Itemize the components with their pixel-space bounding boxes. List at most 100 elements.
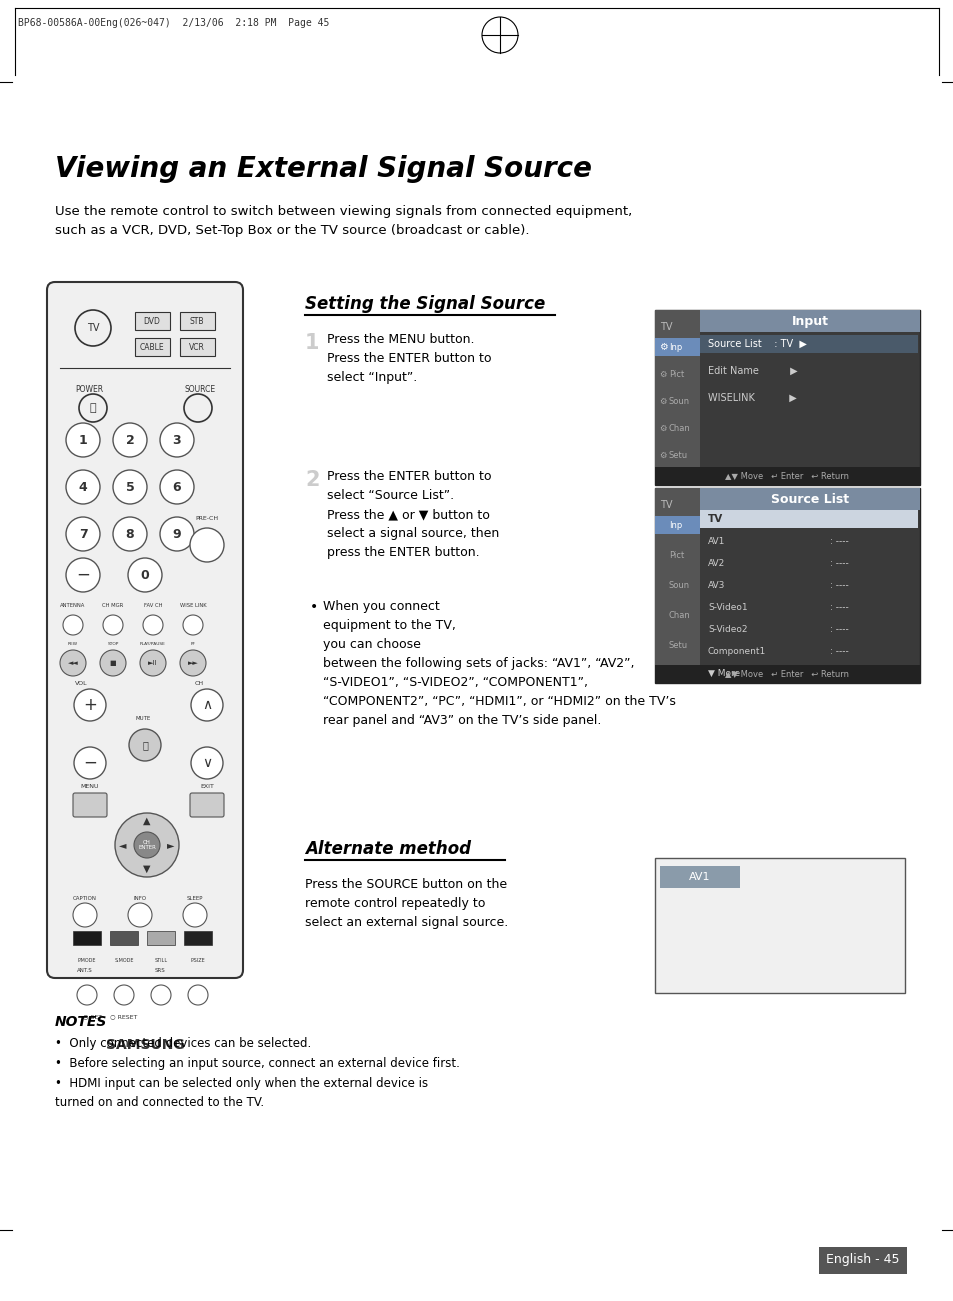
Text: P.SIZE: P.SIZE xyxy=(191,958,205,963)
Text: AV1: AV1 xyxy=(688,872,710,882)
Text: WISELINK           ▶: WISELINK ▶ xyxy=(707,393,796,403)
Text: ⚙: ⚙ xyxy=(659,369,666,379)
Text: ■: ■ xyxy=(110,660,116,666)
Text: ⚙: ⚙ xyxy=(659,397,666,406)
Circle shape xyxy=(60,650,86,677)
Bar xyxy=(73,932,101,945)
Text: ∨: ∨ xyxy=(202,756,212,770)
Text: VCR: VCR xyxy=(189,342,205,351)
Text: English - 45: English - 45 xyxy=(825,1253,899,1266)
Circle shape xyxy=(66,470,100,503)
Circle shape xyxy=(128,558,162,592)
Text: ⚙: ⚙ xyxy=(659,342,667,353)
Circle shape xyxy=(140,650,166,677)
FancyBboxPatch shape xyxy=(190,794,224,817)
Text: •  Only connected devices can be selected.: • Only connected devices can be selected… xyxy=(55,1037,311,1050)
Text: Viewing an External Signal Source: Viewing an External Signal Source xyxy=(55,155,592,183)
Text: ANT.S: ANT.S xyxy=(77,968,92,973)
Text: AV3: AV3 xyxy=(707,580,724,589)
Circle shape xyxy=(113,985,133,1004)
Circle shape xyxy=(66,516,100,552)
Bar xyxy=(700,310,919,332)
Text: CABLE: CABLE xyxy=(139,342,164,351)
Bar xyxy=(659,866,740,889)
Text: 🔇: 🔇 xyxy=(142,740,148,749)
Bar xyxy=(135,312,170,330)
Text: CH MGR: CH MGR xyxy=(102,602,124,608)
Circle shape xyxy=(160,516,193,552)
Text: ▲: ▲ xyxy=(143,816,151,826)
Text: Chan: Chan xyxy=(668,424,690,432)
Circle shape xyxy=(63,615,83,635)
Circle shape xyxy=(180,650,206,677)
Text: ►►: ►► xyxy=(188,660,198,666)
Text: −: − xyxy=(76,566,90,584)
Text: ⏻: ⏻ xyxy=(90,403,96,412)
Text: S-Video2: S-Video2 xyxy=(707,624,747,634)
Circle shape xyxy=(73,903,97,928)
Text: 5: 5 xyxy=(126,480,134,493)
Text: Setu: Setu xyxy=(668,450,687,459)
Circle shape xyxy=(66,558,100,592)
Text: ○ SET    ○ RESET: ○ SET ○ RESET xyxy=(83,1013,137,1019)
Text: ⚙: ⚙ xyxy=(659,424,666,432)
Circle shape xyxy=(112,423,147,457)
Text: ∧: ∧ xyxy=(202,699,212,712)
Text: •  HDMI input can be selected only when the external device is
turned on and con: • HDMI input can be selected only when t… xyxy=(55,1077,428,1108)
Text: BP68-00586A-00Eng(026~047)  2/13/06  2:18 PM  Page 45: BP68-00586A-00Eng(026~047) 2/13/06 2:18 … xyxy=(18,18,329,29)
Text: STB: STB xyxy=(190,316,204,325)
Text: +: + xyxy=(83,696,97,714)
Bar xyxy=(700,488,919,510)
Text: PLAY/PAUSE: PLAY/PAUSE xyxy=(140,641,166,647)
Circle shape xyxy=(160,423,193,457)
Text: 8: 8 xyxy=(126,527,134,540)
Text: ►II: ►II xyxy=(148,660,157,666)
Bar xyxy=(180,338,214,356)
Circle shape xyxy=(100,650,126,677)
Text: SRS: SRS xyxy=(154,968,165,973)
Text: Source List: Source List xyxy=(770,493,848,506)
Text: Source List    : TV  ▶: Source List : TV ▶ xyxy=(707,340,806,349)
Text: 7: 7 xyxy=(78,527,88,540)
Circle shape xyxy=(115,813,179,877)
Bar xyxy=(655,310,700,485)
Circle shape xyxy=(188,985,208,1004)
Text: STILL: STILL xyxy=(154,958,168,963)
Text: STOP: STOP xyxy=(107,641,118,647)
Text: : ----: : ---- xyxy=(829,624,848,634)
Bar xyxy=(110,932,138,945)
Text: Component1: Component1 xyxy=(707,647,765,656)
Text: Press the ENTER button to
select “Source List”.
Press the ▲ or ▼ button to
selec: Press the ENTER button to select “Source… xyxy=(327,470,498,559)
Text: EXIT: EXIT xyxy=(200,785,213,788)
Text: Inp: Inp xyxy=(668,520,681,530)
Text: TV: TV xyxy=(659,323,672,332)
Bar xyxy=(655,310,919,485)
Text: ▲▼ Move   ↵ Enter   ↩ Return: ▲▼ Move ↵ Enter ↩ Return xyxy=(724,670,848,679)
Text: •: • xyxy=(310,600,318,614)
Text: TV: TV xyxy=(87,323,99,333)
Text: WISE LINK: WISE LINK xyxy=(179,602,206,608)
Text: : ----: : ---- xyxy=(829,647,848,656)
Bar xyxy=(655,665,919,683)
Text: 2: 2 xyxy=(305,470,319,490)
Text: Pict: Pict xyxy=(668,550,683,559)
Text: ▼ More: ▼ More xyxy=(707,669,740,678)
Text: DVD: DVD xyxy=(143,316,160,325)
Text: SOURCE: SOURCE xyxy=(185,385,216,394)
Text: MENU: MENU xyxy=(81,785,99,788)
Text: Edit Name          ▶: Edit Name ▶ xyxy=(707,366,797,376)
Text: VOL: VOL xyxy=(75,680,88,686)
Text: 6: 6 xyxy=(172,480,181,493)
Text: CH: CH xyxy=(194,680,204,686)
Text: S-Video1: S-Video1 xyxy=(707,602,747,611)
Circle shape xyxy=(112,470,147,503)
Text: 1: 1 xyxy=(305,333,319,353)
Text: REW: REW xyxy=(68,641,78,647)
Text: TV: TV xyxy=(707,514,722,524)
Circle shape xyxy=(143,615,163,635)
Bar xyxy=(135,338,170,356)
Text: SLEEP: SLEEP xyxy=(187,896,203,902)
Bar xyxy=(147,932,174,945)
Bar xyxy=(655,516,700,533)
Text: Alternate method: Alternate method xyxy=(305,840,471,857)
